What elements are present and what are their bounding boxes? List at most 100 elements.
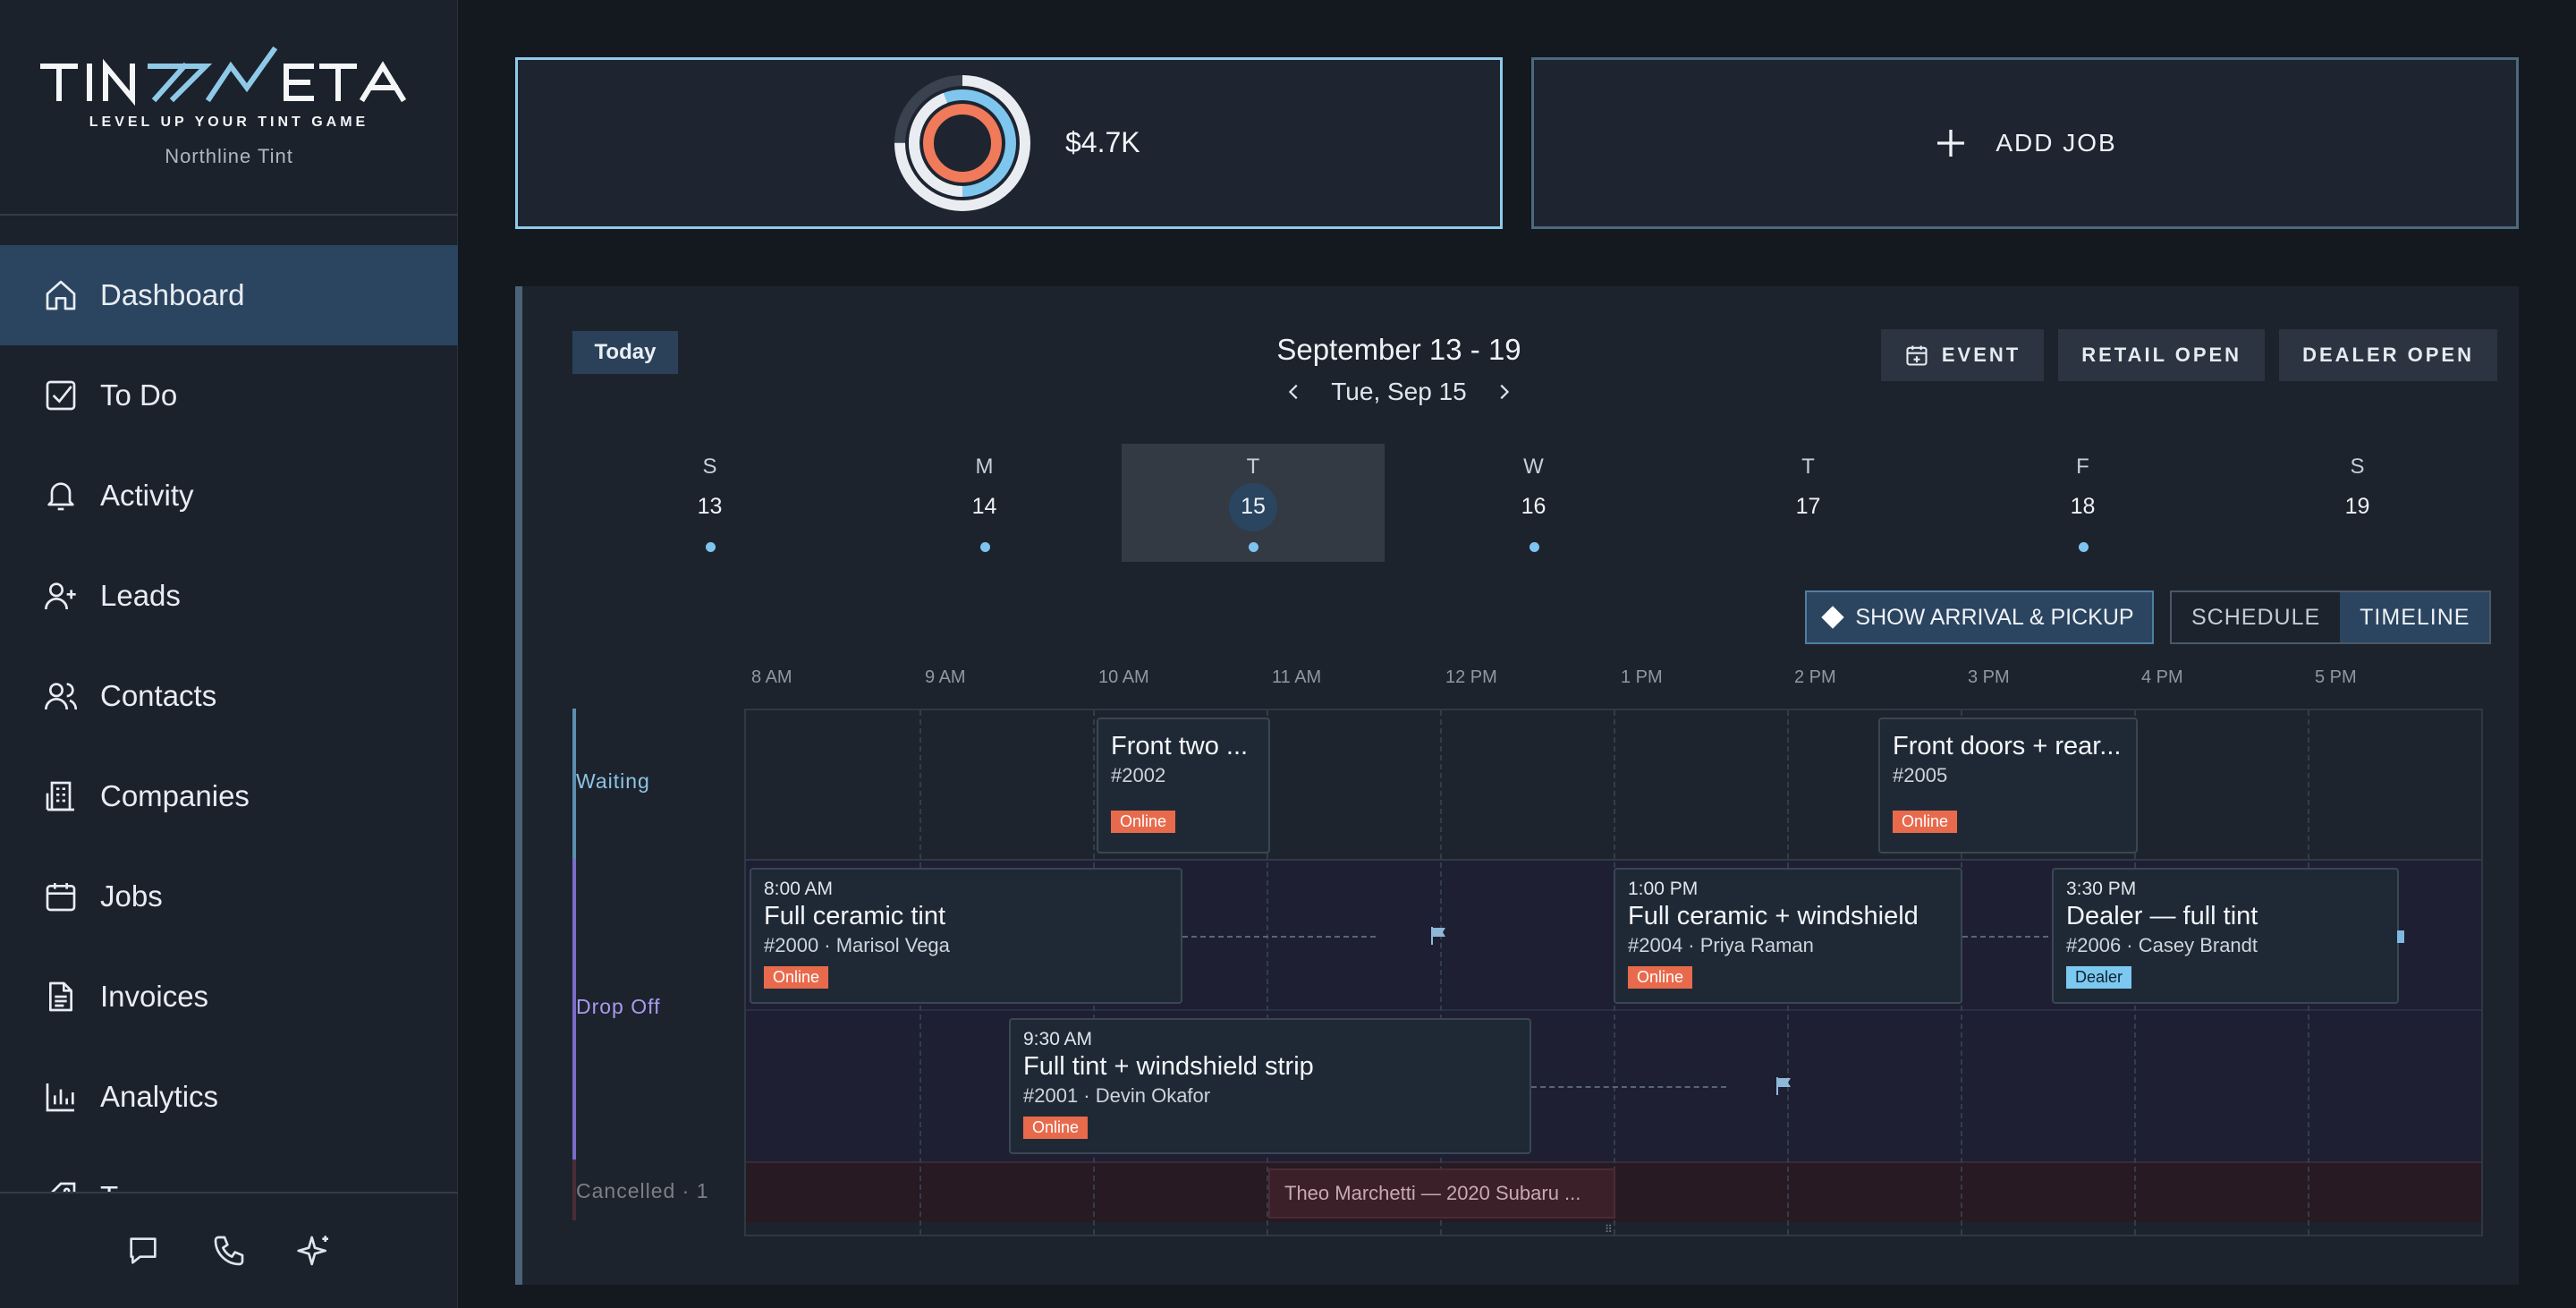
- revenue-card[interactable]: $4.7K: [515, 57, 1503, 229]
- pickup-flag-icon: [1776, 1077, 1791, 1095]
- day-cell-sun[interactable]: S 13: [572, 444, 847, 562]
- nav-item-leads[interactable]: Leads: [0, 546, 458, 646]
- nav-item-companies[interactable]: Companies: [0, 746, 458, 846]
- event-button[interactable]: EVENT: [1880, 329, 2045, 381]
- phone-button[interactable]: [211, 1233, 247, 1269]
- lane-indicator-dropoff: [572, 859, 576, 1159]
- nav-label: To Do: [100, 378, 178, 412]
- job-card-2002[interactable]: Front two ... #2002 Online: [1097, 718, 1270, 854]
- chat-icon: [130, 1237, 157, 1264]
- job-card-2006[interactable]: 3:30 PM Dealer — full tint #2006 · Casey…: [2052, 868, 2399, 1004]
- hour-label: 8 AM: [751, 667, 792, 687]
- add-job-button[interactable]: ADD JOB: [1531, 57, 2519, 229]
- day-cell-wed[interactable]: W 16: [1396, 444, 1671, 562]
- chevron-right-icon: [1500, 384, 1509, 400]
- job-card-2000[interactable]: 8:00 AM Full ceramic tint #2000 · Mariso…: [750, 868, 1182, 1004]
- day-cell-tue-selected[interactable]: T 15: [1122, 444, 1385, 562]
- dealer-open-button[interactable]: DEALER OPEN: [2279, 329, 2497, 381]
- event-dot: [705, 542, 716, 552]
- job-card-2001[interactable]: 9:30 AM Full tint + windshield strip #20…: [1009, 1018, 1531, 1154]
- day-of-week: S: [2350, 454, 2365, 479]
- ai-assistant-button[interactable]: [297, 1233, 333, 1269]
- day-cell-thu[interactable]: T 17: [1671, 444, 1945, 562]
- calendar-plus-icon: [1906, 345, 1928, 366]
- nav-item-invoices[interactable]: Invoices: [0, 947, 458, 1047]
- dealer-open-label: DEALER OPEN: [2302, 344, 2474, 366]
- users-icon: [45, 683, 77, 710]
- view-switcher: SCHEDULE TIMELINE: [2170, 590, 2492, 644]
- event-dot: [2078, 542, 2089, 552]
- sparkle-icon: [297, 1236, 328, 1266]
- hour-label: 10 AM: [1098, 667, 1149, 687]
- day-cell-sat[interactable]: S 19: [2220, 444, 2495, 562]
- day-of-week: T: [1801, 454, 1815, 479]
- day-of-week: S: [702, 454, 717, 479]
- nav-item-todo[interactable]: To Do: [0, 345, 458, 446]
- cancelled-job-chip[interactable]: Theo Marchetti — 2020 Subaru ...: [1268, 1168, 1615, 1219]
- tintmeta-logo[interactable]: [39, 38, 419, 109]
- brand-tagline: LEVEL UP YOUR TINT GAME: [89, 115, 369, 130]
- revenue-donut-chart: [894, 75, 1030, 211]
- day-of-week: T: [1246, 454, 1260, 479]
- timeline-grid: Front two ... #2002 Online Front doors +…: [744, 709, 2483, 1236]
- phone-icon: [214, 1236, 244, 1266]
- timeline-view-tab[interactable]: TIMELINE: [2340, 592, 2490, 642]
- job-source-badge: Online: [764, 966, 829, 989]
- day-cell-mon[interactable]: M 14: [847, 444, 1122, 562]
- nav-item-dashboard[interactable]: Dashboard: [0, 245, 458, 345]
- job-title: Full ceramic tint: [764, 902, 946, 930]
- main-nav: Dashboard To Do Activity Leads Contacts …: [0, 245, 458, 1192]
- nav-label: Activity: [100, 479, 194, 512]
- job-card-2005[interactable]: Front doors + rear... #2005 Online: [1878, 718, 2138, 854]
- retail-open-button[interactable]: RETAIL OPEN: [2058, 329, 2266, 381]
- job-meta: #2000 · Marisol Vega: [764, 934, 950, 956]
- checkbox-icon: [46, 380, 76, 411]
- calendar-icon: [46, 883, 76, 912]
- schedule-view-tab[interactable]: SCHEDULE: [2191, 604, 2321, 630]
- date-navigator: Tue, Sep 15: [1148, 378, 1649, 406]
- gridline: [1267, 710, 1268, 1235]
- add-job-label: ADD JOB: [1996, 129, 2117, 157]
- prev-day-button[interactable]: [1281, 378, 1308, 405]
- job-source-badge: Online: [1628, 966, 1693, 989]
- nav-item-activity[interactable]: Activity: [0, 446, 458, 546]
- job-time: 3:30 PM: [2066, 879, 2137, 899]
- resize-handle[interactable]: ⠿: [1605, 1223, 1613, 1236]
- nav-item-partial[interactable]: T...: [0, 1147, 458, 1192]
- day-number: 16: [1521, 494, 1546, 519]
- building-icon: [46, 781, 74, 811]
- job-card-2004[interactable]: 1:00 PM Full ceramic + windshield #2004 …: [1614, 868, 1962, 1004]
- next-day-button[interactable]: [1490, 378, 1517, 405]
- job-source-badge: Dealer: [2066, 966, 2132, 989]
- chevron-left-icon: [1289, 384, 1298, 400]
- job-meta: #2002: [1111, 764, 1166, 786]
- nav-item-analytics[interactable]: Analytics: [0, 1047, 458, 1147]
- job-meta: #2006 · Casey Brandt: [2066, 934, 2258, 956]
- sidebar-quick-actions: [0, 1192, 458, 1308]
- nav-label: T...: [100, 1180, 140, 1192]
- hour-label: 9 AM: [925, 667, 966, 687]
- lane-indicator-waiting: [572, 709, 576, 859]
- nav-label: Leads: [100, 579, 181, 612]
- day-number: 14: [971, 494, 997, 519]
- day-cell-fri[interactable]: F 18: [1945, 444, 2220, 562]
- hour-label: 1 PM: [1621, 667, 1663, 687]
- job-source-badge: Online: [1023, 1117, 1089, 1139]
- pickup-marker: [2397, 930, 2404, 943]
- day-number: 13: [697, 494, 723, 519]
- show-arrival-pickup-toggle[interactable]: SHOW ARRIVAL & PICKUP: [1805, 590, 2154, 644]
- day-number: 17: [1795, 494, 1821, 519]
- chat-button[interactable]: [125, 1233, 161, 1269]
- hour-label: 2 PM: [1794, 667, 1836, 687]
- nav-item-jobs[interactable]: Jobs: [0, 846, 458, 947]
- cancelled-row: Theo Marchetti — 2020 Subaru ...: [746, 1161, 2481, 1222]
- nav-item-contacts[interactable]: Contacts: [0, 646, 458, 746]
- week-range-title: September 13 - 19: [1276, 333, 1521, 366]
- hour-label: 4 PM: [2141, 667, 2183, 687]
- today-button[interactable]: Today: [572, 331, 678, 374]
- sidebar: LEVEL UP YOUR TINT GAME Northline Tint D…: [0, 0, 458, 1308]
- job-title: Full tint + windshield strip: [1023, 1052, 1314, 1081]
- bar-chart-icon: [46, 1083, 74, 1112]
- home-icon: [46, 280, 76, 310]
- lane-label-cancelled: Cancelled · 1: [576, 1179, 709, 1202]
